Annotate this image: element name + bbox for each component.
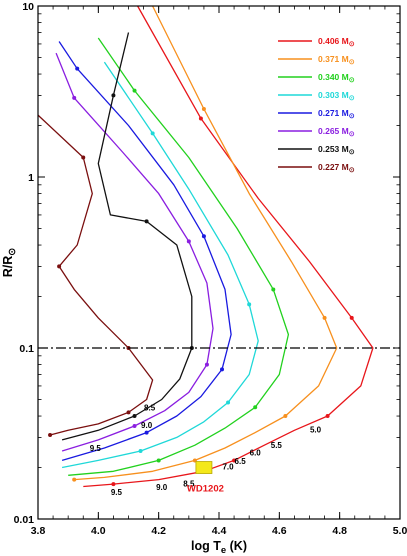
legend-entry: 0.406 M⊙ <box>318 36 355 48</box>
series-line-5 <box>55 52 214 452</box>
series-point-2 <box>156 458 161 463</box>
series-point-5 <box>132 423 137 428</box>
axis-ticks: 5.0 4.8 4.6 4.4 4.2 4.0 3.8 10 1 0.1 0.01 <box>14 1 407 537</box>
x-tick-label: 4.6 <box>272 525 287 537</box>
series-point-2 <box>253 405 258 410</box>
x-tick-label: 4.8 <box>332 525 347 537</box>
x-tick-label: 3.8 <box>31 525 46 537</box>
series-line-1 <box>74 5 338 481</box>
age-label: 9.0 <box>156 483 168 492</box>
series-point-4 <box>75 66 80 71</box>
series-point-7 <box>126 410 131 415</box>
legend-entry: 0.340 M⊙ <box>318 72 355 84</box>
y-tick-label: 0.01 <box>14 514 35 526</box>
series-point-6 <box>144 219 149 224</box>
series-point-7 <box>48 432 53 437</box>
wd1202-marker <box>195 461 213 474</box>
age-labels: 5.0 5.5 6.06.57.0 8.5 9.0 9.5 8.5 9.0 9.5 <box>90 404 322 497</box>
x-tick-label: 4.4 <box>212 525 227 537</box>
age-label: 8.5 <box>183 479 195 488</box>
series-line-7 <box>37 114 154 436</box>
series-point-0 <box>349 315 354 320</box>
legend-entry: 0.271 M⊙ <box>318 108 355 120</box>
series-point-1 <box>201 106 206 111</box>
legend: 0.406 M⊙ 0.371 M⊙ 0.340 M⊙ 0.303 M⊙ 0.271 M⊙… <box>278 36 355 174</box>
legend-entry: 0.253 M⊙ <box>318 144 355 156</box>
series-point-6 <box>132 414 137 419</box>
wd1202-annotation: WD1202 <box>187 461 224 494</box>
age-label: 7.0 <box>222 462 234 471</box>
series-point-2 <box>271 287 276 292</box>
y-tick-label: 10 <box>22 1 34 13</box>
evolution-tracks <box>37 5 374 488</box>
series-line-2 <box>68 37 290 476</box>
series-point-0 <box>111 482 116 487</box>
age-label: 5.0 <box>310 426 322 435</box>
x-tick-label: 4.2 <box>151 525 166 537</box>
series-point-3 <box>226 400 231 405</box>
x-axis-title: log Te (K) <box>191 539 247 556</box>
series-point-0 <box>232 458 237 463</box>
age-label: 9.0 <box>141 421 153 430</box>
age-label: 6.5 <box>235 457 247 466</box>
y-tick-label: 1 <box>28 172 34 184</box>
series-point-4 <box>201 234 206 239</box>
series-point-1 <box>72 477 77 482</box>
age-label: 8.5 <box>144 404 156 413</box>
series-point-5 <box>204 362 209 367</box>
y-tick-label: 0.1 <box>19 343 34 355</box>
legend-entry: 0.303 M⊙ <box>318 90 355 102</box>
series-point-3 <box>247 302 252 307</box>
legend-entry: 0.227 M⊙ <box>318 162 355 174</box>
series-point-7 <box>81 155 86 160</box>
series-point-6 <box>111 93 116 98</box>
series-point-7 <box>57 264 62 269</box>
legend-entry: 0.371 M⊙ <box>318 54 355 66</box>
series-point-0 <box>198 116 203 121</box>
series-point-3 <box>138 448 143 453</box>
series-point-0 <box>325 414 330 419</box>
series-point-5 <box>186 239 191 244</box>
series-point-4 <box>144 430 149 435</box>
x-tick-label: 4.0 <box>91 525 106 537</box>
series-point-5 <box>72 95 77 100</box>
age-label: 5.5 <box>271 441 283 450</box>
x-tick-label: 5.0 <box>393 525 407 537</box>
age-label: 6.0 <box>250 449 262 458</box>
series-line-6 <box>61 32 193 441</box>
series-point-2 <box>132 88 137 93</box>
legend-entry: 0.265 M⊙ <box>318 126 355 138</box>
series-point-4 <box>220 367 225 372</box>
series-point-3 <box>150 131 155 136</box>
series-point-1 <box>322 315 327 320</box>
wd1202-label: WD1202 <box>187 483 224 494</box>
age-label: 9.5 <box>111 488 123 497</box>
age-label: 9.5 <box>90 444 102 453</box>
y-axis-title: R/R⊙ <box>1 248 18 278</box>
series-point-1 <box>283 414 288 419</box>
